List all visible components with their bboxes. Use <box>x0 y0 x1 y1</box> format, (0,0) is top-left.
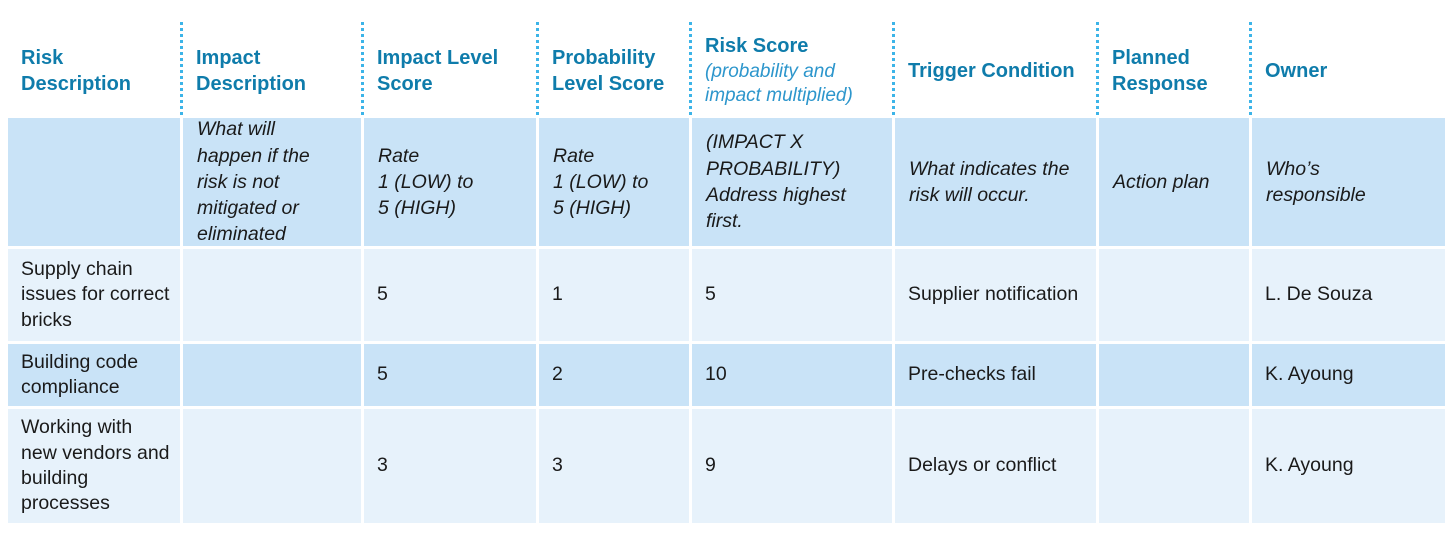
header-risk-score: Risk Score (probability and impact multip… <box>689 0 892 115</box>
header-owner: Owner <box>1249 0 1445 115</box>
header-label: Risk Description <box>21 46 132 95</box>
row1-probability-level-score: 1 <box>539 249 689 341</box>
header-risk-description: Risk Description <box>8 0 180 115</box>
description-cell-owner: Who’s responsible <box>1252 118 1445 246</box>
row1-impact-level-score: 5 <box>364 249 536 341</box>
row2-risk-score: 10 <box>692 344 892 406</box>
description-cell-risk-description <box>8 118 180 246</box>
row1-impact-description <box>183 249 361 341</box>
row2-risk-description: Building code compliance <box>8 344 180 406</box>
description-cell-probability-level-score: Rate 1 (LOW) to 5 (HIGH) <box>539 118 689 246</box>
row1-risk-score: 5 <box>692 249 892 341</box>
row1-planned-response <box>1099 249 1249 341</box>
risk-register-table: Risk Description Impact Description Impa… <box>8 0 1445 523</box>
row3-trigger-condition: Delays or conflict <box>895 409 1096 523</box>
header-label: Planned Response <box>1112 46 1208 95</box>
row2-owner: K. Ayoung <box>1252 344 1445 406</box>
row2-impact-description <box>183 344 361 406</box>
row1-owner: L. De Souza <box>1252 249 1445 341</box>
row3-probability-level-score: 3 <box>539 409 689 523</box>
header-planned-response: Planned Response <box>1096 0 1249 115</box>
description-cell-trigger-condition: What indicates the risk will occur. <box>895 118 1096 246</box>
row2-probability-level-score: 2 <box>539 344 689 406</box>
row3-risk-score: 9 <box>692 409 892 523</box>
row3-planned-response <box>1099 409 1249 523</box>
header-label: Probability Level Score <box>552 46 665 95</box>
row2-impact-level-score: 5 <box>364 344 536 406</box>
description-cell-risk-score: (IMPACT X PROBABILITY) Address highest f… <box>692 118 892 246</box>
description-cell-impact-level-score: Rate 1 (LOW) to 5 (HIGH) <box>364 118 536 246</box>
header-label: Trigger Condition <box>908 59 1075 82</box>
header-impact-description: Impact Description <box>180 0 361 115</box>
header-label: Impact Description <box>196 46 307 95</box>
row1-trigger-condition: Supplier notification <box>895 249 1096 341</box>
row3-impact-description <box>183 409 361 523</box>
row2-trigger-condition: Pre-checks fail <box>895 344 1096 406</box>
header-probability-level-score: Probability Level Score <box>536 0 689 115</box>
row3-risk-description: Working with new vendors and building pr… <box>8 409 180 523</box>
row1-risk-description: Supply chain issues for correct bricks <box>8 249 180 341</box>
header-impact-level-score: Impact Level Score <box>361 0 536 115</box>
description-cell-planned-response: Action plan <box>1099 118 1249 246</box>
header-label: Impact Level Score <box>377 46 499 95</box>
row2-planned-response <box>1099 344 1249 406</box>
header-subtitle: (probability and impact multiplied) <box>705 60 853 107</box>
header-label: Owner <box>1265 59 1328 82</box>
header-trigger-condition: Trigger Condition <box>892 0 1096 115</box>
row3-owner: K. Ayoung <box>1252 409 1445 523</box>
description-cell-impact-description: What will happen if the risk is not miti… <box>183 118 361 246</box>
header-label: Risk Score <box>705 35 809 58</box>
row3-impact-level-score: 3 <box>364 409 536 523</box>
